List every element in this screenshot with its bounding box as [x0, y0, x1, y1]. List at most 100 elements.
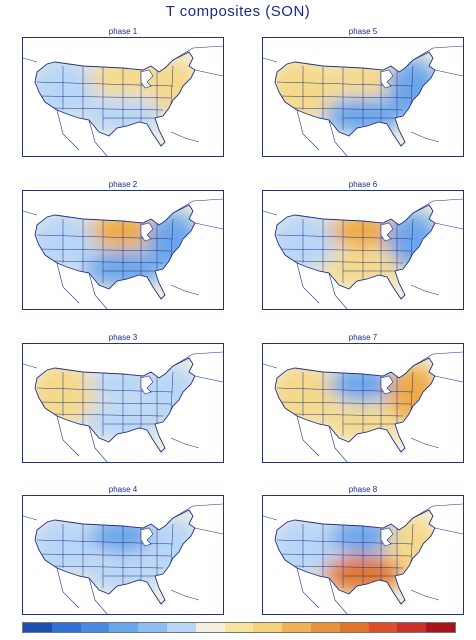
- state-boundary: [38, 248, 172, 252]
- us-map: [262, 37, 464, 157]
- mexico-caribbean-outline: [56, 567, 200, 614]
- state-boundary: [292, 565, 404, 569]
- mexico-caribbean-outline: [296, 109, 440, 156]
- us-map: [22, 190, 224, 310]
- state-boundary: [38, 95, 172, 99]
- us-map: [262, 190, 464, 310]
- neighbor-outline: [23, 198, 223, 230]
- us-coastline: [34, 357, 196, 453]
- great-lakes: [380, 222, 394, 242]
- colorbar-swatch: [23, 623, 52, 632]
- state-boundary: [38, 401, 172, 405]
- colorbar-swatch: [166, 623, 196, 632]
- colorbar-swatch: [195, 623, 225, 632]
- state-boundary: [410, 65, 414, 105]
- colorbar-swatch: [339, 623, 369, 632]
- state-boundary: [292, 413, 404, 417]
- temperature-field: [35, 510, 195, 604]
- map-panel: phase 3: [22, 333, 224, 463]
- colorbar-swatch: [253, 623, 283, 632]
- colorbar-swatch: [51, 623, 81, 632]
- mexico-caribbean-outline: [296, 567, 440, 614]
- panel-title: phase 1: [108, 27, 138, 36]
- state-boundary: [170, 523, 174, 563]
- temperature-field: [35, 205, 195, 299]
- map-panel: phase 6: [262, 180, 464, 310]
- neighbor-outline: [23, 45, 223, 77]
- us-coastline: [274, 51, 436, 147]
- colorbar-swatch: [397, 623, 427, 632]
- panel-title: phase 6: [348, 180, 378, 189]
- us-coastline: [34, 204, 196, 300]
- mexico-caribbean-outline: [296, 415, 440, 462]
- us-map: [262, 343, 464, 463]
- panel-title: phase 5: [348, 27, 378, 36]
- colorbar-swatch: [368, 623, 398, 632]
- state-boundary: [278, 95, 412, 99]
- great-lakes: [140, 375, 154, 395]
- panel-title: phase 3: [108, 333, 138, 342]
- great-lakes: [380, 375, 394, 395]
- map-panel: phase 1: [22, 27, 224, 157]
- colorbar: [22, 622, 456, 633]
- mexico-caribbean-outline: [56, 415, 200, 462]
- state-boundary: [52, 413, 164, 417]
- panel-title: phase 8: [348, 485, 378, 494]
- colorbar-swatch: [224, 623, 254, 632]
- figure-title: T composites (SON): [165, 3, 311, 20]
- state-boundary: [38, 553, 172, 557]
- state-boundary: [292, 107, 404, 111]
- great-lakes: [380, 527, 394, 547]
- mexico-caribbean-outline: [56, 109, 200, 156]
- mexico-caribbean-outline: [56, 262, 200, 309]
- map-panel: phase 4: [22, 485, 224, 615]
- us-coastline: [274, 204, 436, 300]
- colorbar-swatch: [138, 623, 167, 632]
- colorbar-swatch: [80, 623, 110, 632]
- us-coastline: [34, 509, 196, 605]
- great-lakes: [140, 222, 154, 242]
- state-boundary: [52, 565, 164, 569]
- map-panel: phase 8: [262, 485, 464, 615]
- us-map: [262, 495, 464, 615]
- temperature-field: [275, 510, 435, 604]
- state-boundary: [278, 553, 412, 557]
- state-boundary: [410, 218, 414, 258]
- state-boundary: [410, 371, 414, 411]
- temperature-field: [275, 205, 435, 299]
- panel-title: phase 4: [108, 485, 138, 494]
- panel-title: phase 2: [108, 180, 138, 189]
- map-panel: phase 2: [22, 180, 224, 310]
- state-boundary: [292, 260, 404, 264]
- colorbar-swatch: [282, 623, 311, 632]
- colorbar-swatch: [310, 623, 340, 632]
- state-boundary: [170, 371, 174, 411]
- state-boundary: [410, 523, 414, 563]
- great-lakes: [140, 527, 154, 547]
- neighbor-outline: [263, 45, 463, 77]
- us-coastline: [274, 357, 436, 453]
- great-lakes: [140, 69, 154, 89]
- neighbor-outline: [23, 503, 223, 535]
- neighbor-outline: [263, 198, 463, 230]
- neighbor-outline: [263, 351, 463, 383]
- neighbor-outline: [263, 503, 463, 535]
- state-boundary: [170, 65, 174, 105]
- state-boundary: [170, 218, 174, 258]
- colorbar-swatch: [109, 623, 139, 632]
- state-boundary: [52, 107, 164, 111]
- map-panel: phase 5: [262, 27, 464, 157]
- temperature-field: [275, 358, 435, 452]
- map-panel: phase 7: [262, 333, 464, 463]
- state-boundary: [52, 260, 164, 264]
- us-coastline: [274, 509, 436, 605]
- us-coastline: [34, 51, 196, 147]
- us-map: [22, 343, 224, 463]
- temperature-field: [35, 358, 195, 452]
- temperature-field: [35, 52, 195, 146]
- colorbar-labels: [22, 633, 456, 640]
- us-map: [22, 495, 224, 615]
- great-lakes: [380, 69, 394, 89]
- mexico-caribbean-outline: [296, 262, 440, 309]
- neighbor-outline: [23, 351, 223, 383]
